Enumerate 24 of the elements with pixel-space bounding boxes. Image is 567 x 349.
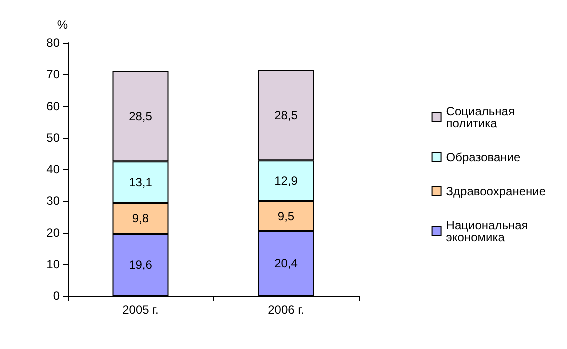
y-tick-label: 60 <box>46 99 60 114</box>
data-label: 9,8 <box>132 212 150 226</box>
y-tick-label: 80 <box>46 36 60 50</box>
y-tick-label: 20 <box>46 226 60 240</box>
data-label: 9,5 <box>278 209 295 224</box>
legend-label: Здравоохранение <box>446 184 546 198</box>
y-tick-label: 0 <box>53 289 60 303</box>
data-label: 20,4 <box>274 256 298 271</box>
x-tick-label: 2006 г. <box>268 303 304 317</box>
legend-label: Социальная политика <box>446 104 515 130</box>
x-tick-label: 2005 г. <box>122 303 159 317</box>
y-tick-label: 30 <box>46 194 60 208</box>
y-tick-label: 70 <box>46 68 60 82</box>
data-label: 19,6 <box>129 258 153 272</box>
y-axis-title: % <box>57 18 68 32</box>
data-label: 12,9 <box>274 174 298 188</box>
data-label: 28,5 <box>274 108 298 123</box>
data-label: 13,1 <box>129 175 153 190</box>
legend-label: Национальная экономика <box>446 218 528 244</box>
y-tick-label: 40 <box>46 162 60 176</box>
data-label: 28,5 <box>129 110 153 124</box>
legend-label: Образование <box>446 150 521 164</box>
y-tick-label: 50 <box>46 130 60 145</box>
y-tick-label: 10 <box>46 257 60 272</box>
